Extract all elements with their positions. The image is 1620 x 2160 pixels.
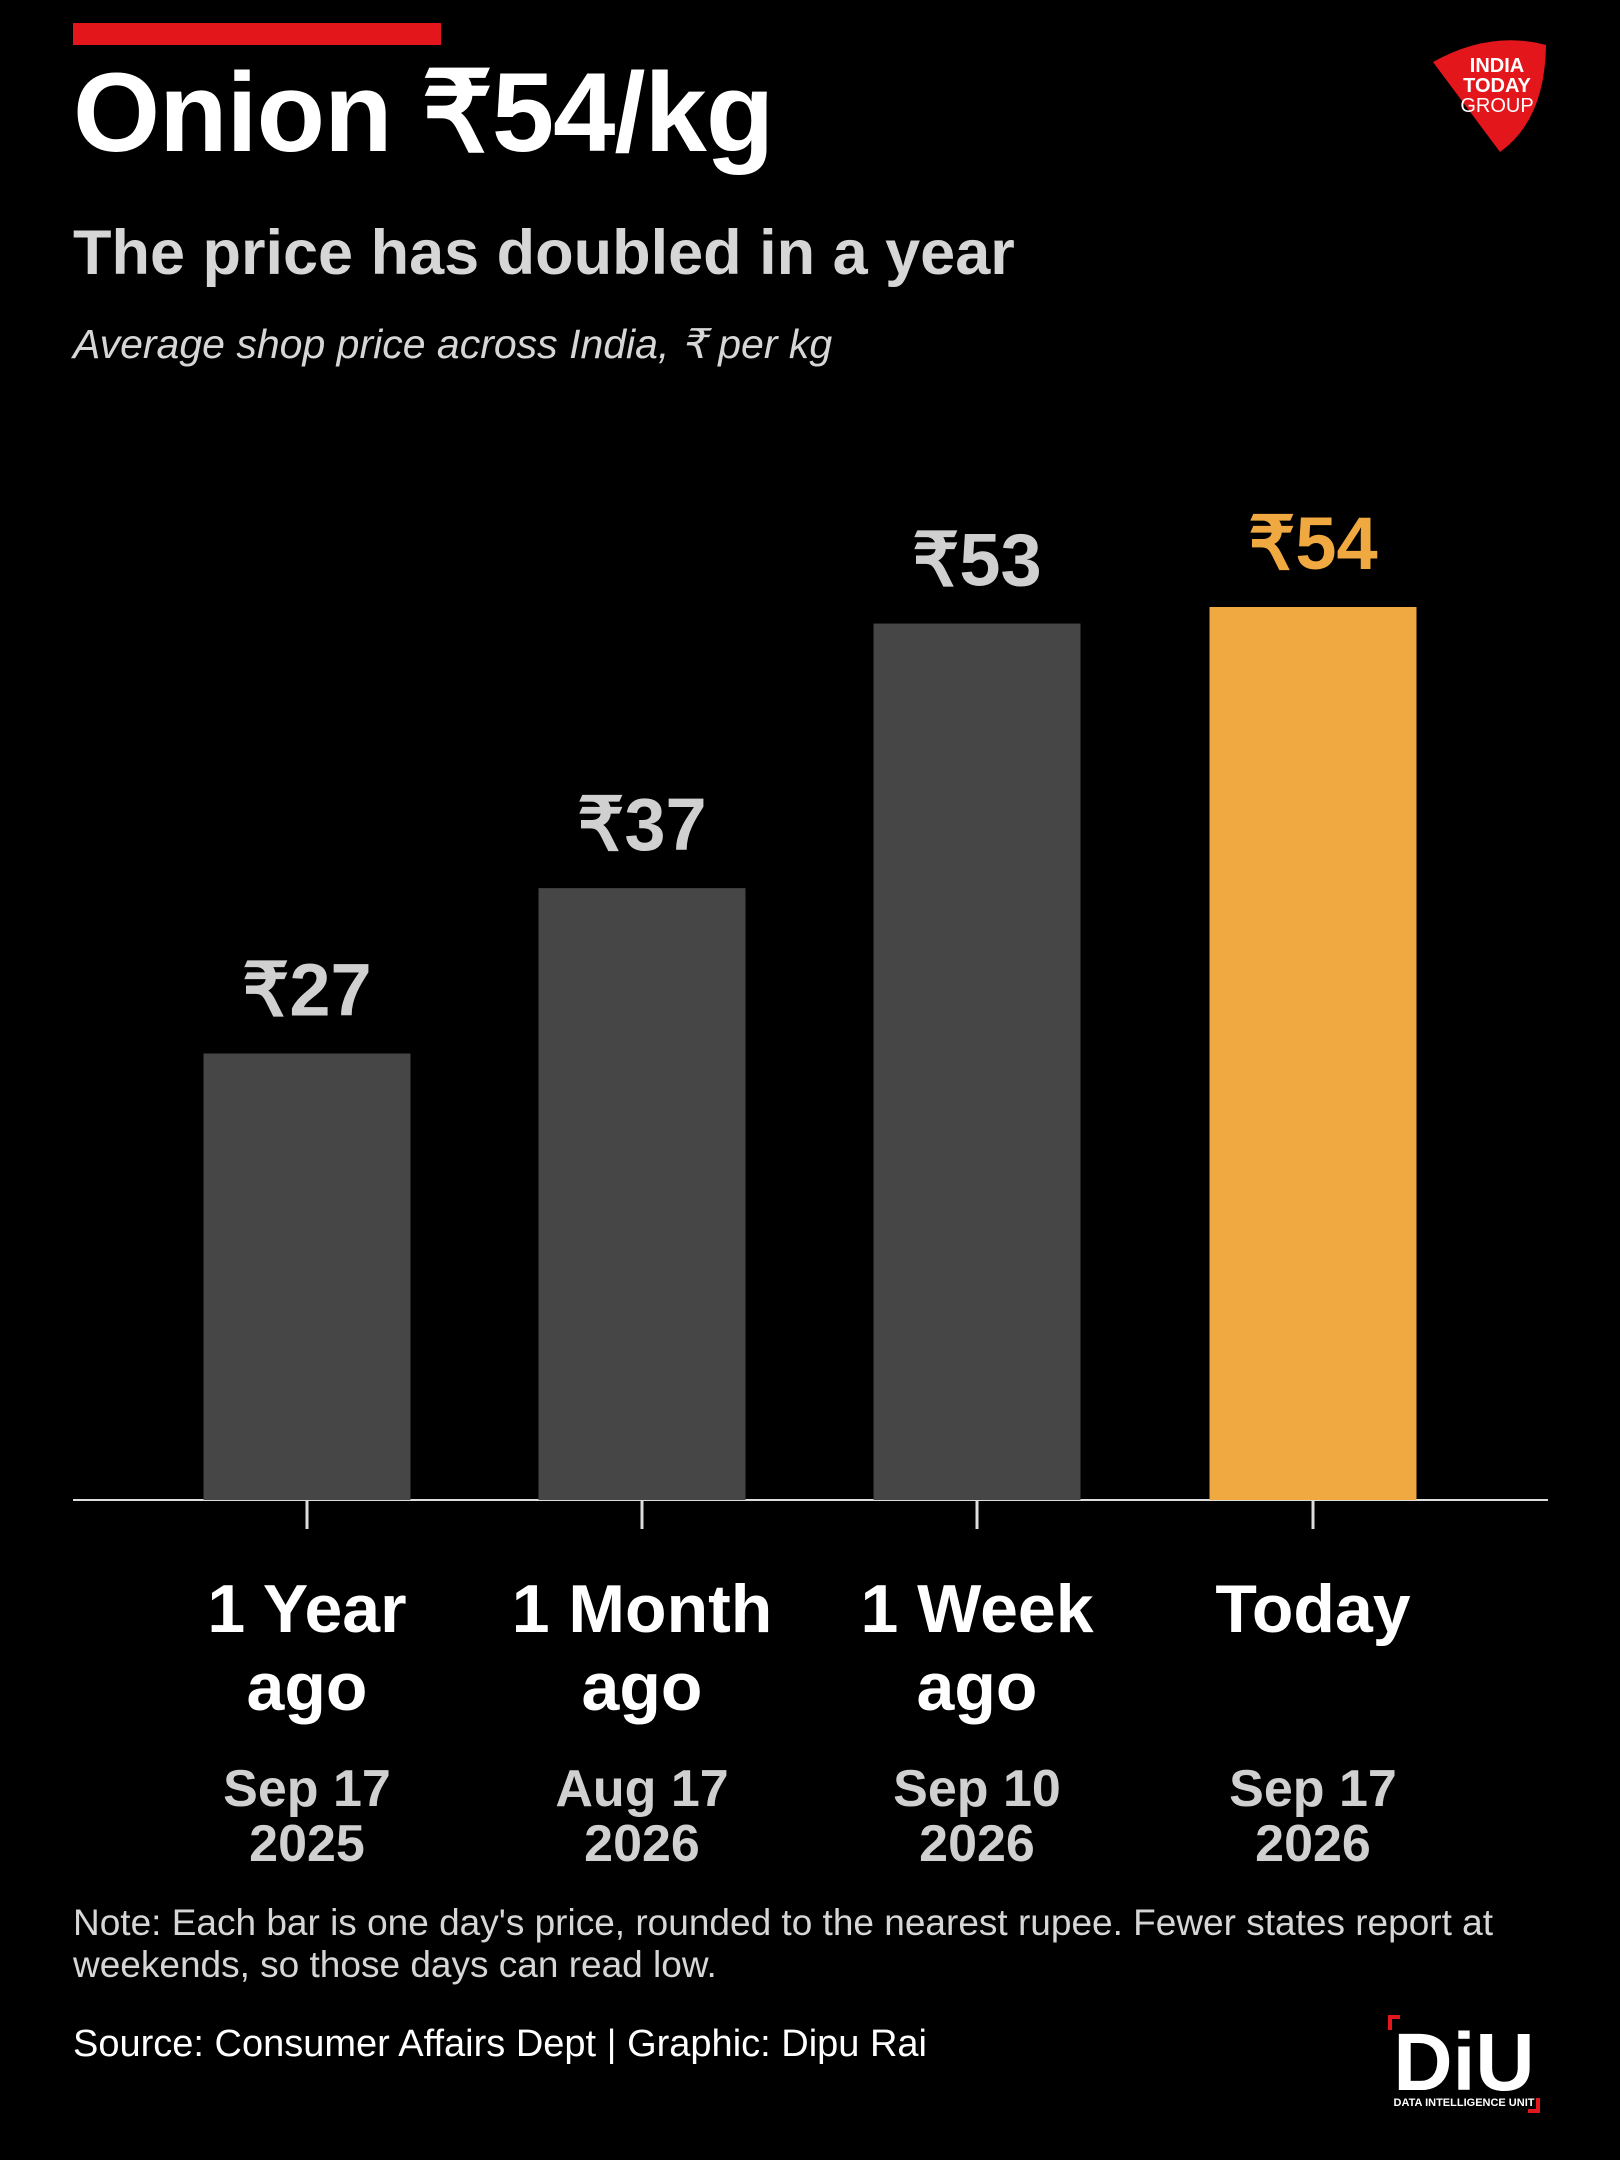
x-tick-label: 1 Week ago: [860, 1571, 1094, 1725]
logo-text: INDIA: [1470, 55, 1524, 77]
bar: [538, 888, 746, 1500]
accent-bar: [73, 23, 441, 45]
bar: [873, 623, 1081, 1500]
date-label: Aug 17 2026: [555, 1760, 729, 1873]
x-tick-label: 1 Month ago: [511, 1571, 773, 1725]
logo-text: TODAY: [1463, 75, 1531, 97]
x-tick-label: 1 Year ago: [207, 1571, 407, 1725]
chart-title: Onion ₹54/kg: [73, 50, 774, 175]
date-label: Sep 10 2026: [893, 1760, 1061, 1873]
note: Note: Each bar is one day's price, round…: [73, 1902, 1494, 1985]
subtitle: The price has doubled in a year: [73, 218, 1015, 288]
unit-logo: DiU: [1393, 2017, 1534, 2108]
unit-name: DATA INTELLIGENCE UNIT: [1394, 2097, 1535, 2109]
bar: [1209, 607, 1417, 1500]
date-label: Sep 17 2025: [223, 1760, 391, 1873]
source: Source: Consumer Affairs Dept | Graphic:…: [73, 2023, 927, 2065]
value-label: ₹54: [1248, 502, 1377, 585]
logo-frame: [1388, 2015, 1540, 2113]
bar: [203, 1053, 411, 1500]
logo-text: GROUP: [1460, 95, 1533, 117]
value-label: ₹53: [912, 519, 1041, 602]
value-label: ₹37: [577, 783, 706, 866]
axis-note: Average shop price across India, ₹ per k…: [73, 321, 833, 367]
x-tick-label: Today: [1215, 1571, 1411, 1647]
value-label: ₹27: [242, 949, 371, 1032]
date-label: Sep 17 2026: [1229, 1760, 1397, 1873]
publisher-logo: [1433, 40, 1546, 152]
